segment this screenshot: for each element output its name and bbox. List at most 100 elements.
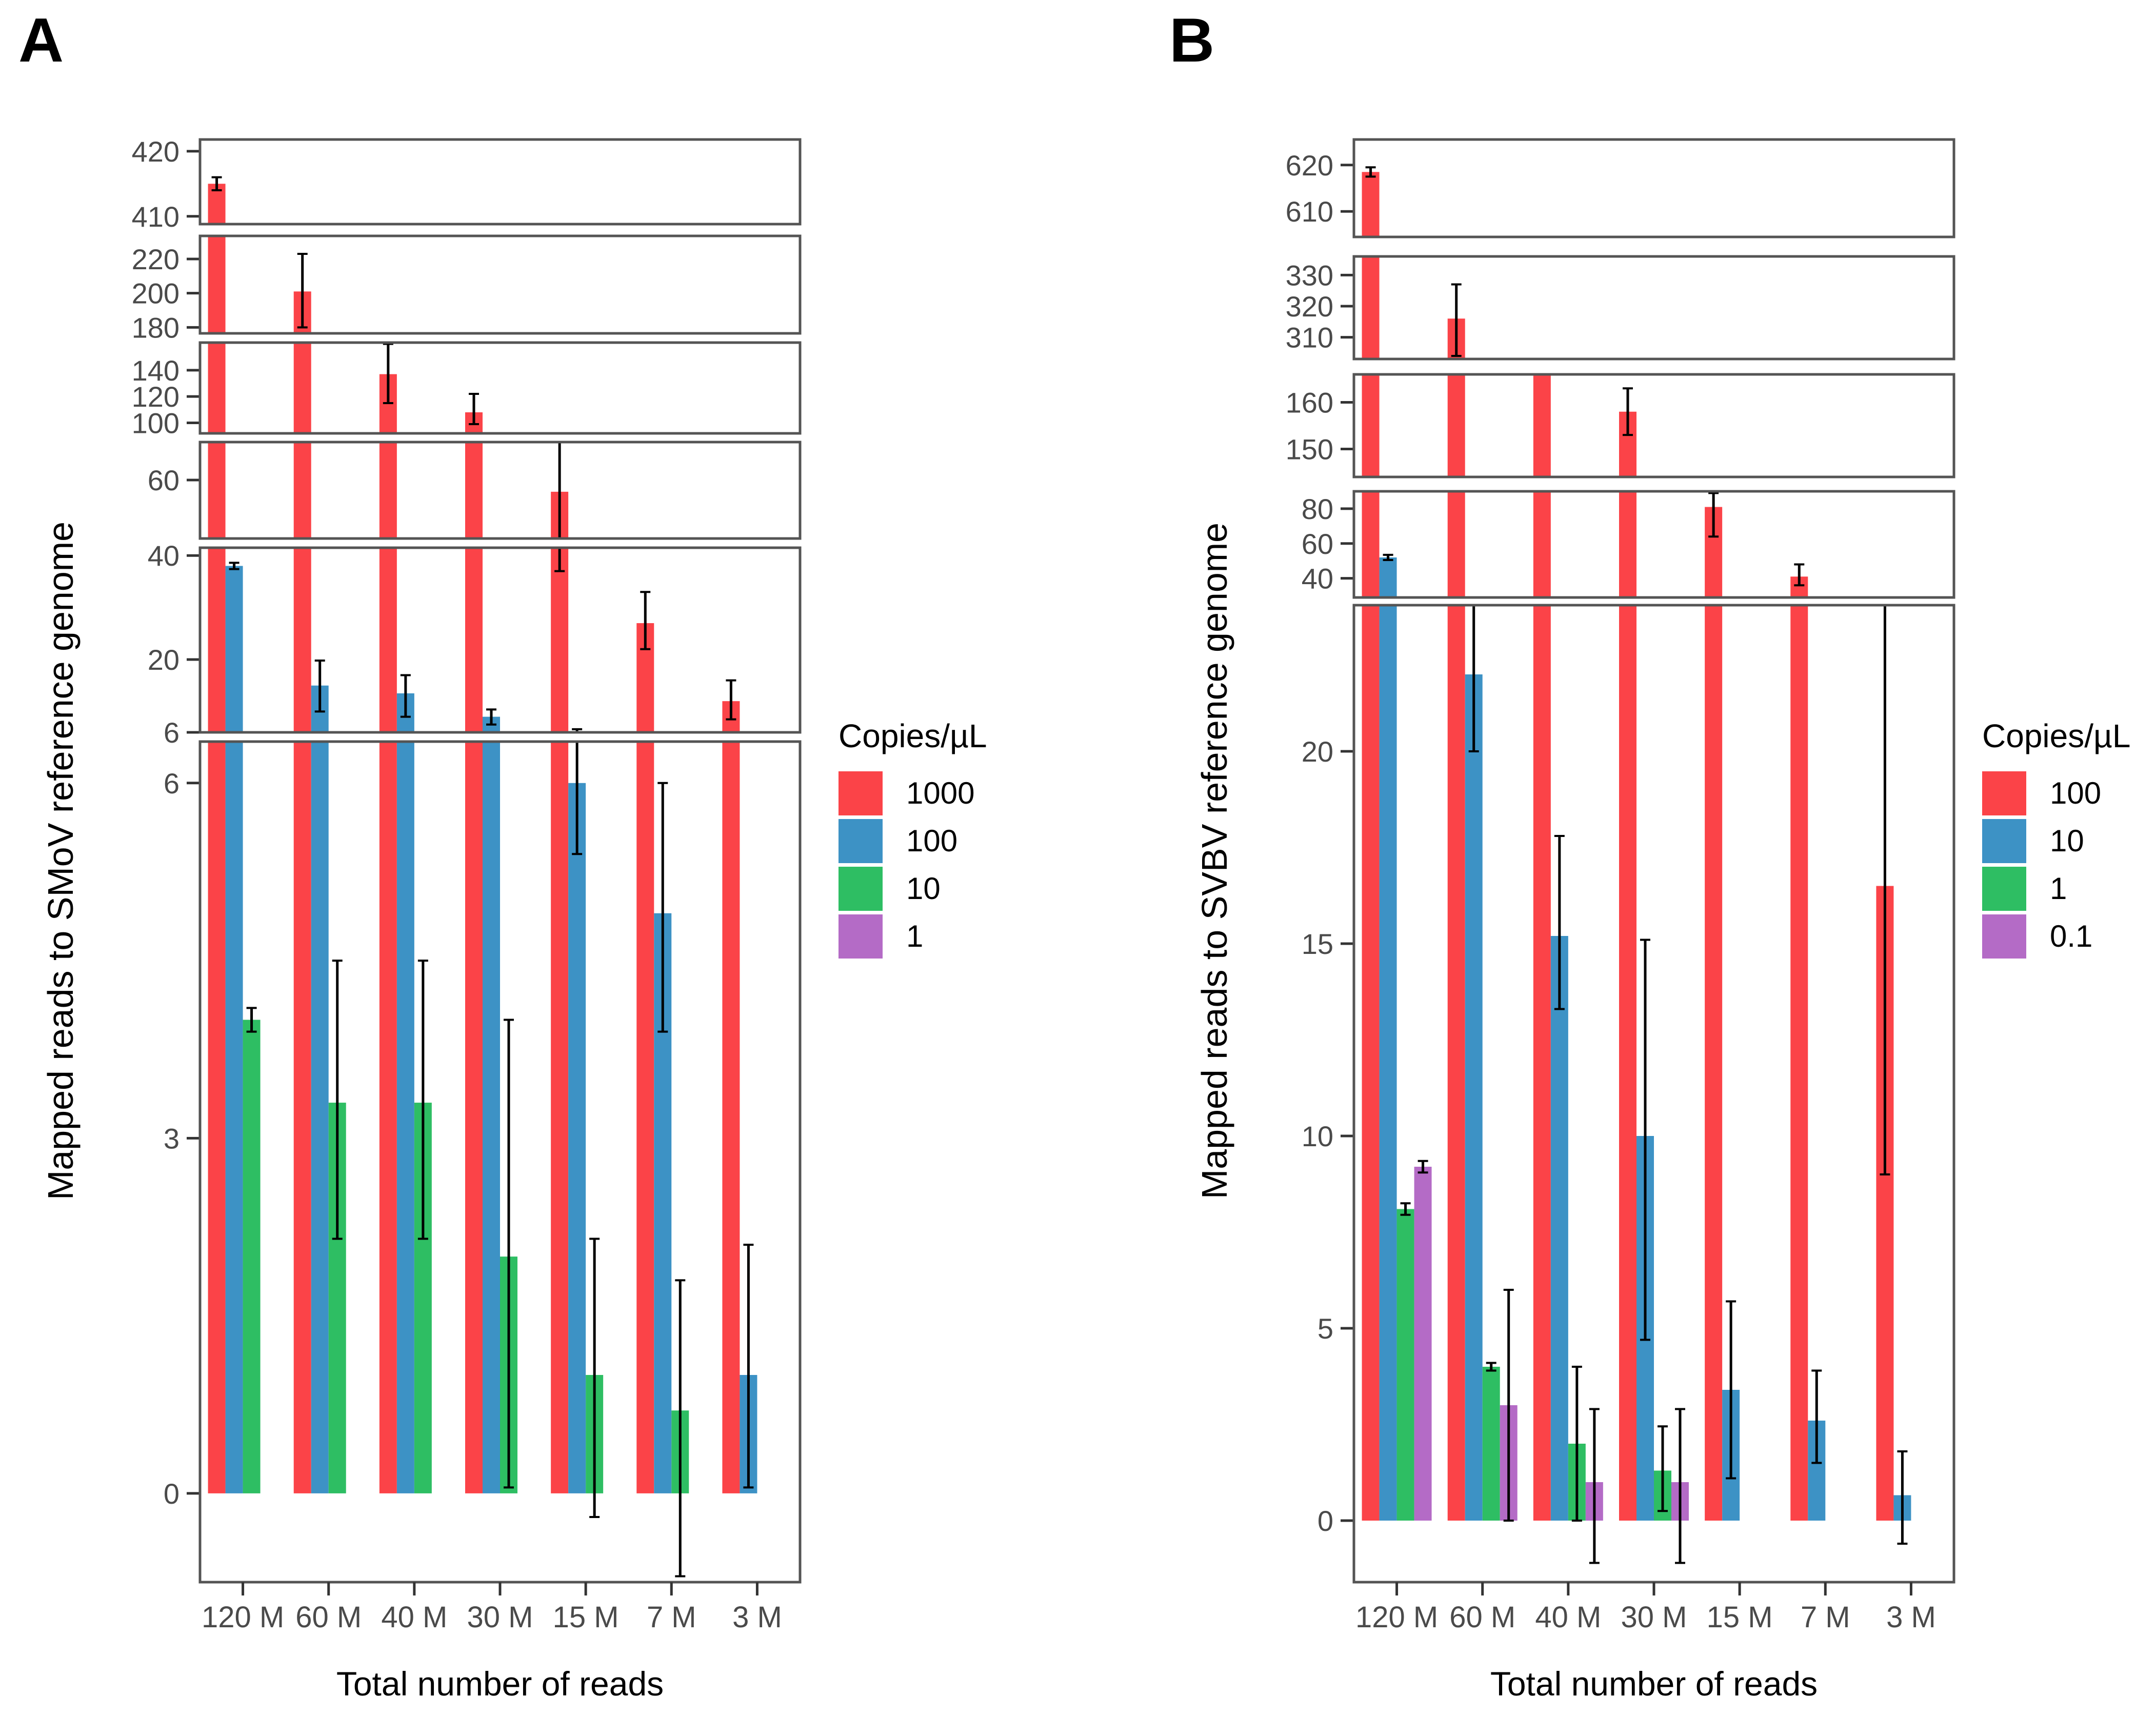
legend-swatch xyxy=(1982,914,2026,959)
bar xyxy=(225,566,243,732)
legend-item: 100 xyxy=(1982,769,2151,817)
y-tick-label: 620 xyxy=(1286,149,1333,182)
panel-b-legend-title: Copies/µL xyxy=(1982,717,2131,754)
bar xyxy=(1465,674,1483,1521)
bar xyxy=(1636,1136,1654,1521)
bar xyxy=(465,412,483,433)
bar xyxy=(500,1256,517,1493)
bar xyxy=(722,742,740,1493)
segment-frame xyxy=(1352,604,1955,1584)
panel-b-label: B xyxy=(1169,5,1215,75)
panel-a-legend: Copies/µL 1000 100 10 1 xyxy=(839,717,1008,960)
bar xyxy=(396,742,414,1493)
x-tick-label: 15 M xyxy=(553,1601,619,1634)
panel-b-y-axis-title-text: Mapped reads to SVBV reference genome xyxy=(1194,522,1234,1200)
bar xyxy=(1362,256,1380,359)
y-tick-label: 220 xyxy=(132,243,179,275)
axis-segment xyxy=(200,742,800,1582)
legend-label: 0.1 xyxy=(2050,919,2093,953)
bar xyxy=(379,548,397,732)
bar xyxy=(636,742,654,1493)
legend-swatch xyxy=(839,866,883,911)
bar xyxy=(414,1103,432,1493)
x-tick-label: 40 M xyxy=(381,1601,447,1634)
x-tick-label: 15 M xyxy=(1707,1601,1773,1634)
y-tick-label: 10 xyxy=(1302,1120,1333,1152)
bar xyxy=(1482,1367,1500,1521)
bar xyxy=(1705,605,1723,1521)
segment-frame xyxy=(198,546,802,734)
segment-frame xyxy=(198,441,802,540)
bar xyxy=(465,548,483,732)
bar xyxy=(208,184,226,224)
bar xyxy=(1790,605,1808,1521)
y-tick-label: 80 xyxy=(1302,493,1333,525)
bar xyxy=(1705,507,1723,597)
axis-segment xyxy=(1354,374,1954,477)
bar xyxy=(740,1375,757,1493)
bar xyxy=(293,291,311,333)
legend-label: 1 xyxy=(906,919,924,953)
legend-swatch xyxy=(1982,771,2026,815)
panel-a-y-axis-title-text: Mapped reads to SMoV reference genome xyxy=(41,522,81,1200)
y-tick-label: 60 xyxy=(148,464,179,496)
bar xyxy=(243,1020,261,1493)
legend-label: 100 xyxy=(906,824,958,858)
legend-item: 0.1 xyxy=(1982,912,2151,960)
axis-segment xyxy=(1354,139,1954,237)
legend-label: 100 xyxy=(2050,776,2102,810)
legend-swatch xyxy=(1982,819,2026,863)
x-tick-label: 60 M xyxy=(1449,1601,1515,1634)
bar xyxy=(551,548,569,732)
bar xyxy=(1722,1390,1740,1521)
y-tick-label: 310 xyxy=(1286,322,1333,354)
bar xyxy=(208,742,226,1493)
y-tick-label: 420 xyxy=(132,135,179,168)
legend-item: 1 xyxy=(839,912,1008,960)
panel-b-y-axis-title: Mapped reads to SVBV reference genome xyxy=(1194,139,1235,1582)
bar xyxy=(1876,886,1894,1521)
legend-swatch xyxy=(1982,866,2026,911)
bar xyxy=(311,685,329,732)
bar xyxy=(586,1375,604,1493)
segment-frame xyxy=(1352,373,1955,478)
bar xyxy=(1533,491,1551,597)
segment-frame xyxy=(198,341,802,435)
bar xyxy=(1550,936,1568,1521)
bar xyxy=(465,442,483,538)
bar xyxy=(1619,411,1636,477)
x-tick-label: 60 M xyxy=(295,1601,362,1634)
bar xyxy=(1396,1209,1414,1521)
bar xyxy=(1619,605,1636,1521)
x-tick-label: 3 M xyxy=(732,1601,782,1634)
axis-segment xyxy=(200,343,800,433)
y-tick-label: 3 xyxy=(164,1122,179,1154)
axis-segment xyxy=(200,442,800,538)
x-tick-label: 7 M xyxy=(647,1601,696,1634)
x-tick-label: 7 M xyxy=(1801,1601,1850,1634)
legend-item: 10 xyxy=(1982,817,2151,865)
x-tick-label: 3 M xyxy=(1886,1601,1936,1634)
bar xyxy=(293,742,311,1493)
y-tick-label: 20 xyxy=(148,644,179,676)
bar xyxy=(1362,374,1380,477)
legend-item: 10 xyxy=(839,865,1008,912)
segment-frame xyxy=(1352,138,1955,238)
segment-frame xyxy=(1352,255,1955,361)
y-tick-label: 20 xyxy=(1302,735,1333,768)
legend-swatch xyxy=(839,914,883,959)
axis-segment xyxy=(1354,605,1954,1582)
axis-segment xyxy=(1354,491,1954,597)
x-tick-label: 120 M xyxy=(202,1601,284,1634)
y-tick-label: 160 xyxy=(1286,387,1333,419)
bar xyxy=(1533,605,1551,1521)
panel-a-x-axis-title: Total number of reads xyxy=(336,1665,664,1703)
bar xyxy=(551,491,569,538)
y-tick-label: 140 xyxy=(132,354,179,387)
y-tick-label: 5 xyxy=(1317,1312,1333,1345)
bar xyxy=(722,701,740,732)
bar xyxy=(671,1410,689,1493)
y-tick-label: 60 xyxy=(1302,528,1333,560)
bar xyxy=(1447,374,1465,477)
y-tick-label: 330 xyxy=(1286,259,1333,291)
